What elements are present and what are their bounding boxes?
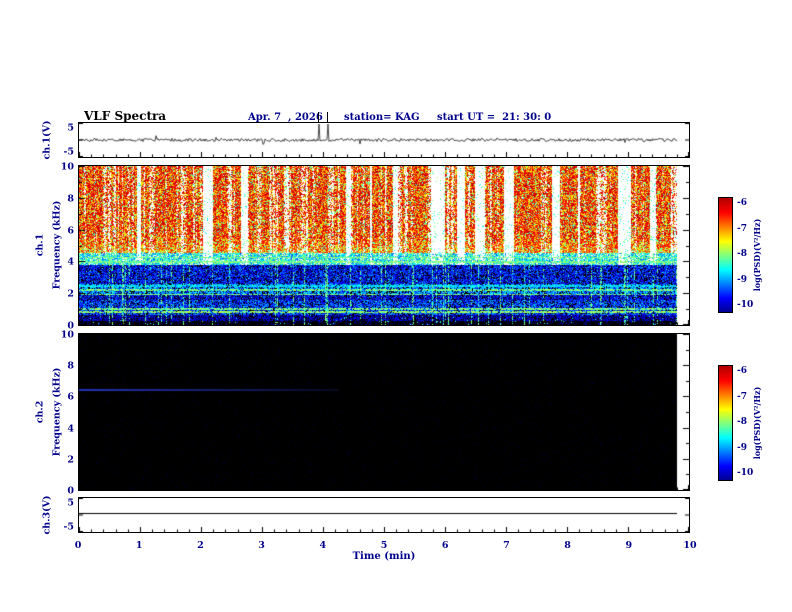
ch1-spectrogram-canvas: [79, 166, 689, 325]
ch3-ymax-label: 5: [67, 497, 74, 509]
tick-label: -10: [737, 300, 754, 310]
tick-label: 4: [67, 256, 74, 268]
tick-label: 1: [135, 540, 143, 551]
tick-label: 10: [60, 161, 74, 173]
ch1-colorbar: [718, 197, 733, 313]
ch3-ymin-label: -5: [63, 521, 74, 533]
tick-label: 10: [683, 540, 697, 551]
ch1-waveform-canvas: [79, 123, 689, 157]
time-axis-label: Time (min): [352, 551, 416, 562]
tick-label: 0: [74, 540, 82, 551]
ch1-clipped-spike: [327, 112, 328, 122]
tick-label: 4: [67, 423, 74, 435]
tick-label: 6: [441, 540, 449, 551]
tick-label: -9: [737, 442, 747, 453]
tick-label: -10: [737, 468, 754, 478]
start-ut-label: start UT = 21: 30: 0: [437, 112, 552, 123]
ch2-spectrogram-canvas: [79, 334, 689, 490]
tick-label: -6: [737, 198, 747, 208]
ch1-ymax-label: 5: [67, 122, 74, 134]
tick-label: -8: [737, 417, 747, 427]
tick-label: 5: [380, 540, 388, 551]
station-label: station= KAG: [344, 112, 420, 123]
tick-label: -7: [737, 391, 747, 402]
ch1-clipped-spike: [318, 112, 319, 122]
ch1-spec-channel-label: ch.1: [34, 233, 46, 257]
tick-label: 3: [258, 540, 265, 551]
ch1-spectrogram-panel: [78, 165, 690, 326]
tick-label: 0: [67, 320, 74, 332]
tick-label: 4: [319, 540, 327, 551]
ch1-wave-ylabel: ch.1(V): [41, 120, 53, 160]
ch3-waveform-panel: [78, 497, 690, 533]
tick-label: 10: [60, 329, 74, 341]
tick-label: 8: [67, 193, 74, 205]
ch2-colorbar-label: log(PSD)(V²/Hz): [752, 386, 762, 460]
figure-title: VLF Spectra: [84, 109, 167, 123]
tick-label: -7: [737, 223, 747, 234]
tick-label: 8: [564, 540, 571, 551]
tick-label: 9: [625, 540, 633, 551]
tick-label: 2: [67, 288, 74, 300]
tick-label: -6: [737, 366, 747, 376]
tick-label: 2: [67, 454, 74, 466]
tick-label: 0: [67, 485, 74, 497]
ch3-waveform-canvas: [79, 498, 689, 532]
ch1-colorbar-label: log(PSD)(V²/Hz): [752, 218, 762, 292]
tick-label: 2: [197, 540, 204, 551]
date-label: Apr. 7 , 2026: [248, 112, 323, 123]
ch1-spec-axis-label: Frequency (kHz): [51, 200, 63, 290]
tick-label: 6: [67, 225, 74, 237]
ch3-wave-ylabel: ch.3(V): [41, 495, 53, 535]
ch1-colorbar-canvas: [719, 198, 732, 312]
ch2-spectrogram-panel: [78, 333, 690, 491]
ch1-waveform-panel: [78, 122, 690, 158]
ch2-colorbar: [718, 365, 733, 481]
ch2-colorbar-canvas: [719, 366, 732, 480]
ch2-spec-axis-label: Frequency (kHz): [51, 367, 63, 457]
tick-label: -9: [737, 274, 747, 285]
ch2-spec-channel-label: ch.2: [34, 400, 46, 424]
tick-label: -8: [737, 249, 747, 259]
ch1-ymin-label: -5: [63, 146, 74, 158]
tick-label: 6: [67, 391, 74, 403]
tick-label: 8: [67, 360, 74, 372]
tick-label: 7: [503, 540, 510, 551]
